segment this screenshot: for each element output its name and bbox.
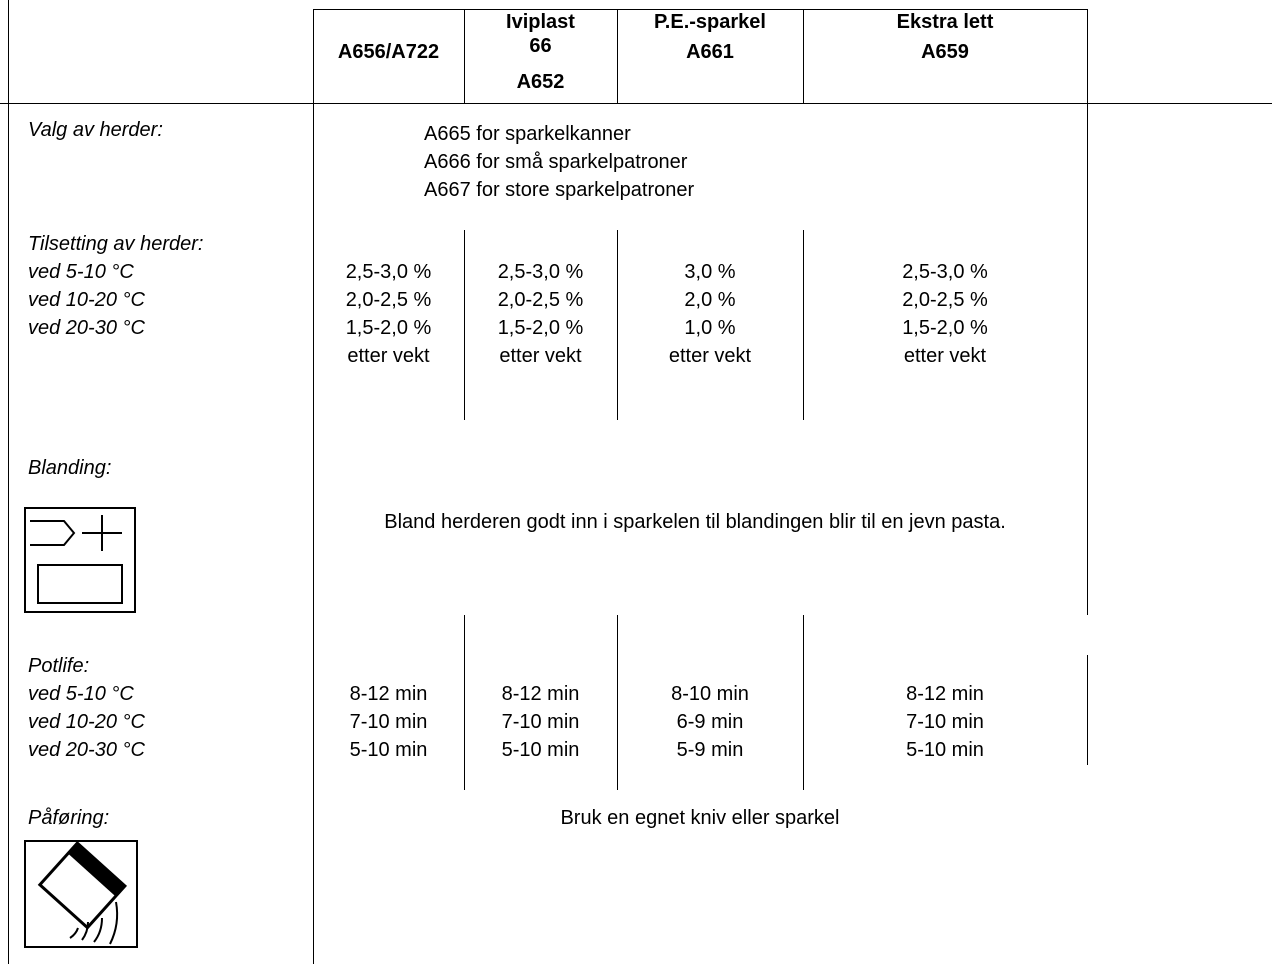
valg-options: A665 for sparkelkanner A666 for små spar… (424, 120, 694, 204)
spatula-icon (24, 840, 138, 954)
tilsetting-labels: Tilsetting av herder: ved 5-10 °C ved 10… (28, 230, 203, 342)
potlife-label: ved 10-20 °C (28, 711, 145, 733)
tilsetting-divider-2 (617, 230, 618, 420)
header-divider-2 (617, 9, 618, 103)
potlife-col-pe-sparkel: 8-10 min 6-9 min 5-9 min (671, 683, 749, 761)
potlife-divider-2 (617, 615, 618, 790)
tilsetting-divider-1 (464, 230, 465, 420)
valg-label: Valg av herder: (28, 119, 163, 141)
tilsetting-col-iviplast: 2,5-3,0 % 2,0-2,5 % 1,5-2,0 % etter vekt (497, 261, 584, 367)
header-right-border (1087, 9, 1088, 103)
valg-option: A665 for sparkelkanner (424, 123, 631, 145)
potlife-labels: Potlife: ved 5-10 °C ved 10-20 °C ved 20… (28, 652, 145, 764)
potlife-col-a656: 8-12 min 7-10 min 5-10 min (349, 683, 428, 761)
valg-option: A667 for store sparkelpatroner (424, 179, 695, 201)
tilsetting-col-ekstra-lett: 2,5-3,0 % 2,0-2,5 % 1,5-2,0 % etter vekt (902, 261, 988, 367)
body-right-border (1087, 103, 1088, 615)
header-col-ekstra-lett: Ekstra lett A659 (896, 11, 994, 63)
header-top-border (313, 9, 1087, 10)
paforing-label: Påføring: (28, 807, 110, 829)
potlife-right-border (1087, 655, 1088, 765)
potlife-label: ved 5-10 °C (28, 683, 134, 705)
potlife-label: ved 20-30 °C (28, 739, 145, 761)
label-column-divider (313, 9, 314, 964)
tilsetting-label: Tilsetting av herder: (28, 233, 204, 255)
tilsetting-divider-3 (803, 230, 804, 420)
tilsetting-col-pe-sparkel: 3,0 % 2,0 % 1,0 % etter vekt (668, 261, 752, 367)
valg-option: A666 for små sparkelpatroner (424, 151, 688, 173)
tilsetting-col-a656: 2,5-3,0 % 2,0-2,5 % 1,5-2,0 % etter vekt (345, 261, 432, 367)
header-bottom-border (0, 103, 1272, 104)
tilsetting-label: ved 10-20 °C (28, 289, 145, 311)
tilsetting-label: ved 20-30 °C (28, 317, 145, 339)
header-col-a656: A656/A722 (337, 41, 440, 63)
tilsetting-label: ved 5-10 °C (28, 261, 134, 283)
potlife-col-iviplast: 8-12 min 7-10 min 5-10 min (501, 683, 580, 761)
mixing-icon (24, 507, 136, 619)
potlife-label: Potlife: (28, 655, 90, 677)
potlife-col-ekstra-lett: 8-12 min 7-10 min 5-10 min (906, 683, 984, 761)
blanding-text: Bland herderen godt inn i sparkelen til … (384, 511, 1006, 533)
header-divider-1 (464, 9, 465, 103)
potlife-divider-1 (464, 615, 465, 790)
header-divider-3 (803, 9, 804, 103)
paforing-text: Bruk en egnet kniv eller sparkel (560, 807, 840, 829)
header-col-iviplast: Iviplast 66 A652 (506, 11, 575, 93)
header-col-pe-sparkel: P.E.-sparkel A661 (654, 11, 766, 63)
blanding-label: Blanding: (28, 457, 112, 479)
left-border (8, 0, 9, 964)
potlife-divider-3 (803, 615, 804, 790)
